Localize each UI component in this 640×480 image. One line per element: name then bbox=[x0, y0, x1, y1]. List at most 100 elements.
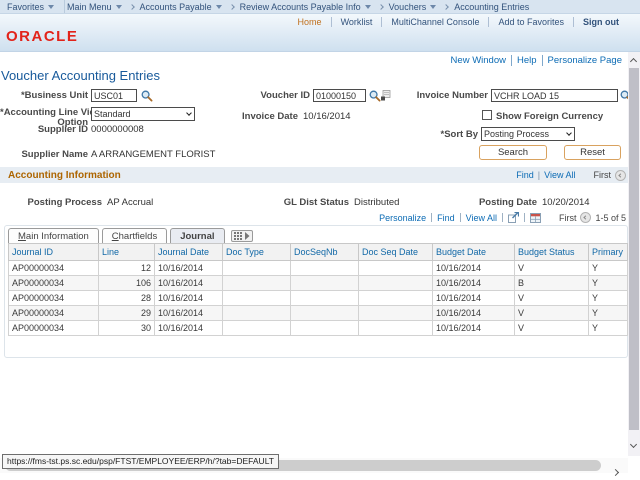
grid-first-label: First bbox=[558, 212, 577, 223]
new-window-link[interactable]: New Window bbox=[446, 55, 512, 66]
multichannel-console-link[interactable]: MultiChannel Console bbox=[381, 17, 488, 27]
sign-out-link[interactable]: Sign out bbox=[573, 17, 628, 27]
page-title: Voucher Accounting Entries bbox=[1, 68, 160, 83]
grid-tabs: Main Information Chartfields Journal bbox=[8, 227, 253, 243]
sort-by-label: *Sort By bbox=[440, 129, 478, 140]
business-unit-lookup-icon[interactable] bbox=[141, 89, 153, 102]
home-link[interactable]: Home bbox=[297, 17, 322, 27]
invoice-number-label: Invoice Number bbox=[416, 90, 488, 101]
divider bbox=[523, 213, 525, 222]
vertical-scrollbar[interactable] bbox=[628, 52, 640, 456]
cell-doc-seq-date bbox=[358, 320, 433, 336]
invoice-number-input[interactable] bbox=[491, 89, 618, 102]
cell-primary: Y bbox=[588, 305, 628, 321]
col-journal-id[interactable]: Journal ID bbox=[8, 243, 99, 261]
help-link[interactable]: Help bbox=[512, 55, 543, 66]
add-to-favorites-link[interactable]: Add to Favorites bbox=[488, 17, 573, 27]
col-budget-date[interactable]: Budget Date bbox=[432, 243, 515, 261]
cell-journal-date: 10/16/2014 bbox=[154, 290, 223, 306]
divider bbox=[431, 213, 433, 222]
cell-journal-id: AP00000034 bbox=[8, 290, 99, 306]
show-all-columns-icon[interactable] bbox=[230, 230, 253, 242]
voucher-id-input[interactable] bbox=[313, 89, 366, 102]
sort-by-value: Posting Process bbox=[484, 129, 550, 139]
personalize-page-link[interactable]: Personalize Page bbox=[547, 55, 622, 66]
download-grid-icon[interactable] bbox=[529, 212, 541, 223]
cell-journal-date: 10/16/2014 bbox=[154, 275, 223, 291]
cell-doc-type bbox=[222, 275, 291, 291]
col-primary[interactable]: Primary bbox=[588, 243, 628, 261]
breadcrumb: Favorites Main Menu Accounts Payable Rev… bbox=[0, 0, 640, 14]
section-view-all-link[interactable]: View All bbox=[544, 170, 576, 180]
worklist-link[interactable]: Worklist bbox=[330, 17, 382, 27]
favorites-menu[interactable]: Favorites bbox=[0, 0, 66, 13]
cell-docseqnb bbox=[290, 305, 359, 321]
reset-button[interactable]: Reset bbox=[564, 145, 621, 160]
cell-journal-date: 10/16/2014 bbox=[154, 320, 223, 336]
search-button[interactable]: Search bbox=[479, 145, 547, 160]
utility-links: Home Worklist MultiChannel Console Add t… bbox=[289, 17, 628, 27]
breadcrumb-label: Review Accounts Payable Info bbox=[239, 1, 361, 12]
horizontal-scrollbar-thumb[interactable] bbox=[5, 460, 601, 471]
cell-line: 106 bbox=[98, 275, 155, 291]
chevron-down-icon bbox=[115, 4, 122, 9]
divider bbox=[459, 213, 461, 222]
grid-header-row: Journal ID Line Journal Date Doc Type Do… bbox=[8, 243, 628, 261]
section-find-link[interactable]: Find bbox=[516, 170, 534, 180]
cell-docseqnb bbox=[290, 275, 359, 291]
voucher-id-lookup-icon[interactable] bbox=[369, 89, 381, 102]
accounting-line-view-label-line2: Option bbox=[57, 117, 88, 128]
chevron-down-icon bbox=[215, 4, 222, 9]
grid-view-all-link[interactable]: View All bbox=[465, 212, 497, 223]
sort-by-select[interactable]: Posting Process bbox=[481, 127, 575, 141]
favorites-label: Favorites bbox=[7, 1, 45, 12]
tab-chartfields[interactable]: Chartfields bbox=[101, 228, 168, 243]
breadcrumb-main-menu[interactable]: Main Menu bbox=[67, 2, 122, 12]
col-doc-type[interactable]: Doc Type bbox=[222, 243, 291, 261]
section-title: Accounting Information bbox=[8, 169, 121, 181]
accounting-line-view-select[interactable]: Standard bbox=[91, 107, 195, 121]
chevron-down-icon bbox=[186, 110, 192, 116]
cell-doc-seq-date bbox=[358, 305, 433, 321]
cell-budget-date: 10/16/2014 bbox=[432, 290, 515, 306]
scroll-down-icon[interactable] bbox=[629, 440, 638, 449]
breadcrumb-label: Accounts Payable bbox=[139, 1, 212, 12]
posting-process-value: AP Accrual bbox=[107, 197, 154, 208]
cell-doc-type bbox=[222, 290, 291, 306]
grid-personalize-link[interactable]: Personalize bbox=[379, 212, 427, 223]
business-unit-input[interactable] bbox=[91, 89, 137, 102]
tab-journal[interactable]: Journal bbox=[170, 228, 225, 243]
cell-primary: Y bbox=[588, 275, 628, 291]
previous-rows-icon[interactable] bbox=[580, 212, 592, 223]
previous-row-icon[interactable] bbox=[615, 169, 626, 181]
zoom-grid-icon[interactable] bbox=[507, 212, 519, 223]
section-first-label: First bbox=[593, 170, 612, 180]
breadcrumb-accounting-entries[interactable]: Accounting Entries bbox=[454, 2, 529, 12]
col-budget-status[interactable]: Budget Status bbox=[514, 243, 589, 261]
col-line[interactable]: Line bbox=[98, 243, 155, 261]
divider bbox=[501, 213, 503, 222]
breadcrumb-accounts-payable[interactable]: Accounts Payable bbox=[140, 2, 222, 12]
gl-dist-status-value: Distributed bbox=[354, 197, 400, 208]
show-foreign-currency-checkbox[interactable] bbox=[482, 110, 492, 120]
col-docseqnb[interactable]: DocSeqNb bbox=[290, 243, 359, 261]
section-nav: Find | View All First bbox=[516, 169, 626, 181]
col-journal-date[interactable]: Journal Date bbox=[154, 243, 223, 261]
cell-journal-date: 10/16/2014 bbox=[154, 305, 223, 321]
vertical-scrollbar-thumb[interactable] bbox=[629, 68, 639, 430]
scroll-right-icon[interactable] bbox=[611, 462, 620, 480]
cell-journal-id: AP00000034 bbox=[8, 320, 99, 336]
col-doc-seq-date[interactable]: Doc Seq Date bbox=[358, 243, 433, 261]
cell-journal-id: AP00000034 bbox=[8, 275, 99, 291]
cell-doc-type bbox=[222, 305, 291, 321]
grid-row-range: 1-5 of 5 bbox=[595, 212, 626, 223]
scroll-up-icon[interactable] bbox=[629, 57, 638, 66]
cell-docseqnb bbox=[290, 290, 359, 306]
grid-find-link[interactable]: Find bbox=[437, 212, 455, 223]
breadcrumb-vouchers[interactable]: Vouchers bbox=[389, 2, 437, 12]
cell-doc-seq-date bbox=[358, 290, 433, 306]
related-content-icon[interactable] bbox=[381, 88, 391, 101]
tab-main-information[interactable]: Main Information bbox=[8, 228, 99, 243]
breadcrumb-label: Vouchers bbox=[388, 1, 427, 12]
breadcrumb-review-ap-info[interactable]: Review Accounts Payable Info bbox=[240, 2, 371, 12]
